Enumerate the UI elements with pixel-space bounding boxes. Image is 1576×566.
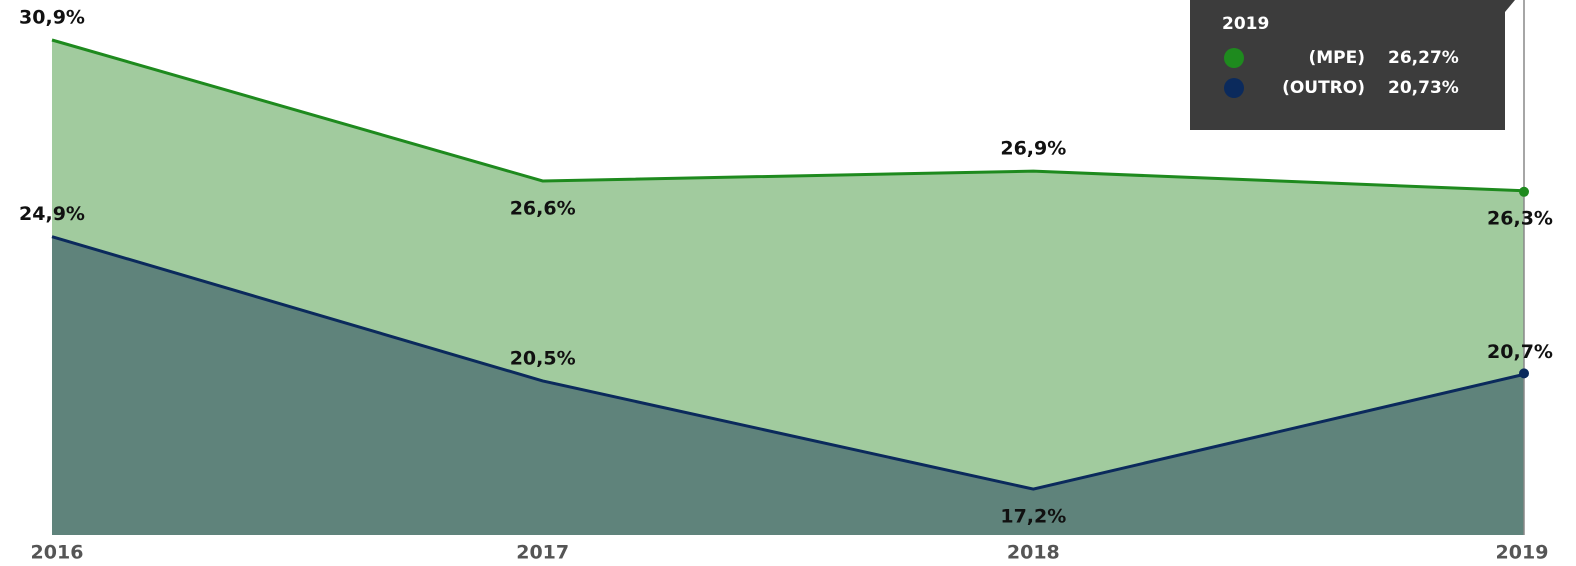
tooltip-name: (MPE) (1308, 48, 1365, 68)
data-label: 24,9% (19, 203, 85, 225)
data-label: 17,2% (1000, 506, 1066, 528)
x-tick-label: 2017 (516, 542, 569, 564)
data-label: 26,6% (510, 197, 576, 219)
tooltip-box (1190, 0, 1505, 130)
tooltip-value: 26,27% (1388, 48, 1459, 68)
tooltip-title: 2019 (1222, 14, 1269, 34)
area (52, 236, 1524, 536)
tooltip: 2019 (MPE) 26,27% (OUTRO) 20,73% (1190, 0, 1515, 130)
tooltip-notch (1505, 0, 1515, 12)
data-label: 20,5% (510, 347, 576, 369)
data-label: 20,7% (1487, 341, 1553, 363)
hover-dot (1519, 368, 1529, 379)
tooltip-swatch (1224, 48, 1244, 68)
data-label: 26,3% (1487, 207, 1553, 229)
data-label: 26,9% (1000, 138, 1066, 160)
tooltip-swatch (1224, 78, 1244, 98)
x-tick-label: 2018 (1007, 542, 1060, 564)
x-tick-label: 2016 (31, 542, 84, 564)
line (51, 38, 1525, 193)
data-label: 30,9% (19, 7, 85, 29)
line (51, 235, 1525, 491)
tooltip-name: (OUTRO) (1282, 78, 1365, 98)
x-tick-label: 2019 (1496, 542, 1549, 564)
hover-dot (1519, 186, 1529, 197)
tooltip-value: 20,73% (1388, 78, 1459, 98)
